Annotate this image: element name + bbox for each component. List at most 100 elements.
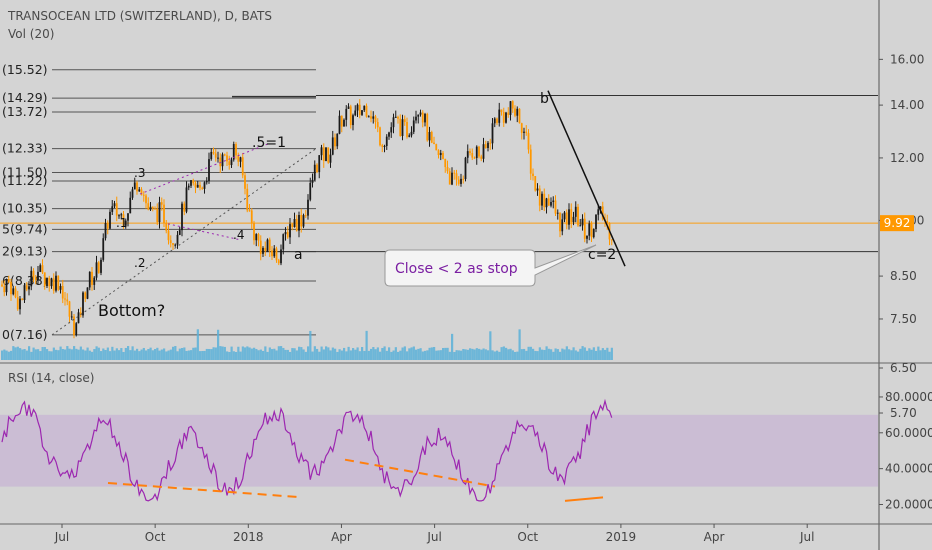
volume-bar xyxy=(331,347,334,360)
candle-body xyxy=(430,132,433,143)
volume-bar xyxy=(289,351,292,360)
candle-body xyxy=(588,223,591,236)
stop-callout xyxy=(384,244,597,287)
volume-bar xyxy=(554,348,557,360)
candle-body xyxy=(176,234,179,245)
volume-bar xyxy=(1,350,4,360)
candle-body xyxy=(178,230,181,235)
candle-body xyxy=(390,127,393,133)
candle-body xyxy=(190,180,192,186)
volume-bar xyxy=(100,351,103,360)
candle-body xyxy=(291,224,294,228)
volume-bar xyxy=(491,350,494,360)
candle-body xyxy=(385,136,388,146)
volume-bar xyxy=(142,347,145,360)
candle-body xyxy=(257,234,260,241)
candles xyxy=(1,99,613,339)
price-tick-label: 8.50 xyxy=(890,269,917,283)
volume-bar xyxy=(532,348,535,360)
candle-body xyxy=(460,178,462,184)
volume-bar xyxy=(496,350,499,360)
candle-body xyxy=(140,189,143,195)
volume-bar xyxy=(383,346,386,360)
volume-bar xyxy=(298,346,301,360)
volume-bar xyxy=(478,348,481,360)
volume-bar xyxy=(448,351,451,360)
volume-bar xyxy=(237,346,240,360)
price-tick-label: 5.70 xyxy=(890,406,917,420)
volume-bar xyxy=(543,349,546,360)
candle-body xyxy=(124,220,127,226)
volume-bar xyxy=(516,351,519,360)
candle-body xyxy=(527,133,530,150)
candle-body xyxy=(23,285,26,301)
volume-bar xyxy=(471,348,474,360)
volume-bar xyxy=(529,346,532,360)
volume-bar xyxy=(518,329,521,360)
candle-body xyxy=(365,105,368,117)
volume-bar xyxy=(534,350,537,360)
candle-body xyxy=(559,212,561,232)
candle-body xyxy=(250,210,253,223)
volume-bar xyxy=(192,347,195,360)
candle-body xyxy=(345,108,348,120)
fib-level-label: 5(9.74) xyxy=(2,221,48,236)
volume-bar xyxy=(30,351,33,360)
candle-body xyxy=(34,277,37,281)
price-tick-label: 7.50 xyxy=(890,312,917,326)
candle-body xyxy=(374,116,377,122)
time-tick-label: Apr xyxy=(331,530,352,544)
candle-body xyxy=(322,147,325,162)
volume-bar xyxy=(547,348,550,360)
volume-bar xyxy=(160,349,163,360)
candle-body xyxy=(415,116,417,121)
volume-bar xyxy=(136,348,139,360)
candle-body xyxy=(383,145,386,147)
volume-bar xyxy=(392,350,395,360)
candle-body xyxy=(106,222,109,229)
candle-body xyxy=(401,119,404,136)
candle-body xyxy=(147,203,150,210)
candle-body xyxy=(165,223,168,231)
volume-bar xyxy=(565,346,568,360)
candle-body xyxy=(403,119,406,123)
candle-body xyxy=(169,240,172,244)
candle-body xyxy=(511,101,514,109)
candle-body xyxy=(156,208,159,223)
candle-body xyxy=(118,215,120,217)
volume-bar xyxy=(466,349,469,360)
candle-body xyxy=(406,122,408,137)
candle-body xyxy=(199,184,201,188)
candle-body xyxy=(340,115,343,127)
callout-text: Close < 2 as stop xyxy=(395,261,518,277)
candle-body xyxy=(61,286,64,299)
candle-body xyxy=(57,275,60,290)
candle-body xyxy=(336,133,339,147)
volume-bar xyxy=(309,330,312,360)
volume-bar xyxy=(597,346,600,360)
volume-bar xyxy=(581,346,584,360)
volume-bar xyxy=(570,350,573,360)
fib-level-label: (10.35) xyxy=(2,201,48,216)
volume-bar xyxy=(149,347,152,360)
volume-bar xyxy=(295,350,298,360)
candle-body xyxy=(142,194,145,196)
candle-body xyxy=(163,204,165,224)
trendline-b-c xyxy=(547,90,626,267)
candle-body xyxy=(543,193,546,208)
candle-body xyxy=(480,156,483,159)
candle-body xyxy=(82,292,84,316)
candle-body xyxy=(471,153,474,158)
volume-bar xyxy=(394,347,397,360)
volume-bar xyxy=(455,350,458,360)
candle-body xyxy=(138,189,141,192)
candle-body xyxy=(552,200,555,202)
candle-body xyxy=(300,215,303,227)
candle-body xyxy=(538,188,541,206)
wave-label: a xyxy=(294,247,303,263)
volume-bar xyxy=(172,346,175,360)
candle-body xyxy=(547,198,550,206)
candle-body xyxy=(145,195,147,204)
candle-body xyxy=(16,297,19,310)
